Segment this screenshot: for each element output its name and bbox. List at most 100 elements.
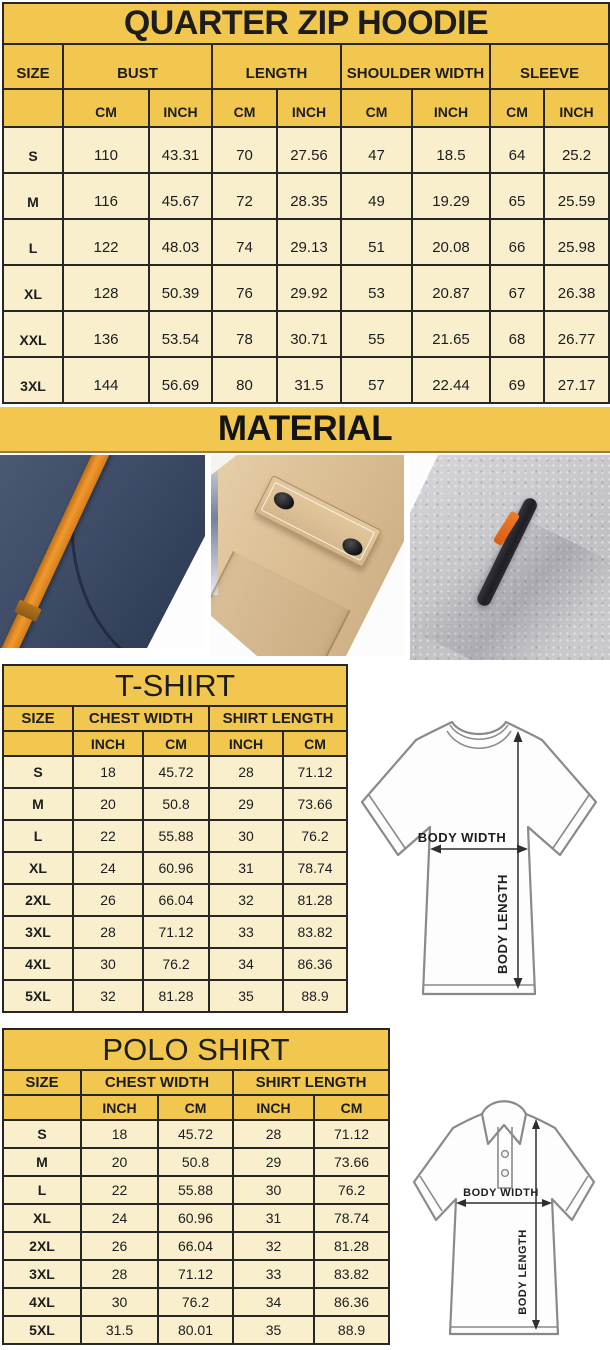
measurement-cell: 81.28 <box>142 979 210 1013</box>
measurement-cell: 31.5 <box>80 1315 159 1345</box>
measurement-cell: 71.12 <box>281 755 349 789</box>
measurement-cell: 26 <box>72 883 144 917</box>
measurement-cell: 30.71 <box>276 310 342 358</box>
unit-header-inch: INCH <box>72 730 144 757</box>
size-label-cell: M <box>2 1147 82 1177</box>
measurement-cell: 19.29 <box>411 172 491 220</box>
size-row: XL 128 50.39 76 29.92 53 20.87 67 26.38 <box>2 264 610 312</box>
unit-header-cm: CM <box>340 88 413 128</box>
size-label-cell: S <box>2 755 74 789</box>
size-label-cell: XL <box>2 264 64 312</box>
polo-outline <box>412 1112 596 1336</box>
photo-background-wedge <box>211 455 237 475</box>
tshirt-title-row: T-SHIRT <box>1 664 349 707</box>
shoulder-width-column-header: SHOULDER WIDTH <box>340 43 491 90</box>
tshirt-outline <box>360 720 598 996</box>
size-row: 3XL 28 71.12 33 83.82 <box>2 1259 391 1289</box>
measurement-cell: 45.72 <box>142 755 210 789</box>
measurement-cell: 71.12 <box>312 1119 391 1149</box>
measurement-cell: 80 <box>211 356 278 404</box>
measurement-cell: 31.5 <box>276 356 342 404</box>
measurement-cell: 116 <box>62 172 150 220</box>
unit-header-cm: CM <box>62 88 150 128</box>
measurement-cell: 31 <box>208 851 284 885</box>
tshirt-unit-header-row: INCH CM INCH CM <box>2 730 349 757</box>
measurement-cell: 67 <box>489 264 545 312</box>
size-row: 3XL 144 56.69 80 31.5 57 22.44 69 27.17 <box>2 356 610 404</box>
size-row: 3XL 28 71.12 33 83.82 <box>2 915 349 949</box>
measurement-cell: 76.2 <box>281 819 349 853</box>
size-row: XXL 136 53.54 78 30.71 55 21.65 68 26.77 <box>2 310 610 358</box>
body-length-label: BODY LENGTH <box>495 874 510 974</box>
measurement-cell: 24 <box>80 1203 159 1233</box>
shirt-length-column-header: SHIRT LENGTH <box>231 1069 391 1096</box>
measurement-cell: 35 <box>232 1315 315 1345</box>
measurement-cell: 26.38 <box>542 264 610 312</box>
size-row: 4XL 30 76.2 34 86.36 <box>2 1287 391 1317</box>
size-label-cell: 5XL <box>2 1315 82 1345</box>
measurement-cell: 28 <box>208 755 284 789</box>
measurement-cell: 26 <box>80 1231 159 1261</box>
size-label-cell: XL <box>2 1203 82 1233</box>
measurement-cell: 128 <box>62 264 150 312</box>
measurement-cell: 83.82 <box>312 1259 391 1289</box>
body-width-label: BODY WIDTH <box>463 1187 539 1199</box>
material-photo-navy-drawstring <box>0 455 205 648</box>
polo-size-chart-table: POLO SHIRT SIZE CHEST WIDTH SHIRT LENGTH… <box>1 1028 391 1345</box>
measurement-cell: 78.74 <box>312 1203 391 1233</box>
body-length-label: BODY LENGTH <box>517 1229 529 1314</box>
measurement-cell: 25.59 <box>542 172 610 220</box>
measurement-cell: 20.08 <box>411 218 491 266</box>
measurement-cell: 25.2 <box>542 126 610 174</box>
size-label-cell: L <box>2 1175 82 1205</box>
measurement-cell: 88.9 <box>312 1315 391 1345</box>
measurement-cell: 86.36 <box>281 947 349 981</box>
snap-button <box>270 488 297 513</box>
measurement-cell: 30 <box>208 819 284 853</box>
unit-header-inch: INCH <box>80 1094 159 1121</box>
measurement-cell: 78 <box>211 310 278 358</box>
measurement-cell: 122 <box>62 218 150 266</box>
measurement-cell: 45.67 <box>148 172 213 220</box>
measurement-cell: 43.31 <box>148 126 213 174</box>
measurement-cell: 29 <box>232 1147 315 1177</box>
measurement-cell: 18 <box>72 755 144 789</box>
measurement-cell: 80.01 <box>157 1315 234 1345</box>
measurement-cell: 71.12 <box>142 915 210 949</box>
size-row: L 122 48.03 74 29.13 51 20.08 66 25.98 <box>2 218 610 266</box>
measurement-cell: 53 <box>340 264 413 312</box>
measurement-cell: 32 <box>208 883 284 917</box>
polo-size-rows: S 18 45.72 28 71.12 M 20 50.8 29 73.66 L 22 55.88 30 7… <box>2 1119 391 1345</box>
measurement-cell: 34 <box>232 1287 315 1317</box>
measurement-cell: 72 <box>211 172 278 220</box>
tshirt-group-header-row: SIZE CHEST WIDTH SHIRT LENGTH <box>2 705 349 732</box>
sleeve-column-header: SLEEVE <box>488 43 610 90</box>
measurement-cell: 24 <box>72 851 144 885</box>
unit-header-inch: INCH <box>232 1094 315 1121</box>
size-row: 2XL 26 66.04 32 81.28 <box>2 1231 391 1261</box>
size-row: 5XL 31.5 80.01 35 88.9 <box>2 1315 391 1345</box>
size-row: L 22 55.88 30 76.2 <box>2 819 349 853</box>
measurement-cell: 66.04 <box>142 883 210 917</box>
measurement-cell: 76.2 <box>142 947 210 981</box>
unit-header-inch: INCH <box>542 88 610 128</box>
measurement-cell: 28 <box>72 915 144 949</box>
pocket-flap <box>253 475 382 568</box>
size-column-header: SIZE <box>2 43 64 90</box>
measurement-cell: 33 <box>208 915 284 949</box>
measurement-cell: 20 <box>80 1147 159 1177</box>
size-label-cell: XXL <box>2 310 64 358</box>
measurement-cell: 66 <box>489 218 545 266</box>
empty-header-cell <box>2 1094 82 1121</box>
size-row: XL 24 60.96 31 78.74 <box>2 851 349 885</box>
size-label-cell: 3XL <box>2 356 64 404</box>
measurement-cell: 30 <box>232 1175 315 1205</box>
measurement-cell: 50.39 <box>148 264 213 312</box>
size-row: XL 24 60.96 31 78.74 <box>2 1203 391 1233</box>
measurement-cell: 20 <box>72 787 144 821</box>
material-photo-khaki-pocket <box>211 455 404 656</box>
measurement-cell: 31 <box>232 1203 315 1233</box>
size-label-cell: 5XL <box>2 979 74 1013</box>
measurement-cell: 32 <box>72 979 144 1013</box>
tshirt-size-chart-table: T-SHIRT SIZE CHEST WIDTH SHIRT LENGTH IN… <box>1 664 349 1013</box>
